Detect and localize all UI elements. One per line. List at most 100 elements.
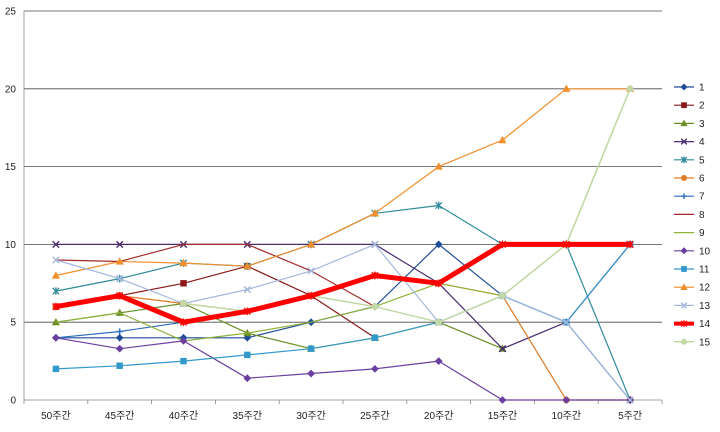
legend-marker-7 — [681, 193, 687, 199]
data-point-12-1 — [115, 257, 124, 265]
legend-label-10: 10 — [699, 246, 711, 257]
legend-label-14: 14 — [699, 319, 711, 330]
data-point-1-1 — [115, 333, 124, 342]
legend-item-10: 10 — [674, 246, 711, 257]
legend-marker-14 — [680, 320, 688, 327]
series-line-4 — [55, 243, 631, 350]
data-point-5-0 — [52, 287, 60, 295]
legend-marker-12 — [680, 283, 688, 290]
x-tick-label-4: 30주간 — [296, 410, 326, 422]
series-line-10 — [55, 337, 631, 401]
legend-label-13: 13 — [699, 301, 711, 312]
legend-label-12: 12 — [699, 283, 711, 294]
data-point-5-6 — [435, 201, 443, 210]
data-point-12-4 — [307, 240, 316, 248]
data-point-14-0 — [52, 302, 60, 311]
x-tick-label-6: 20주간 — [424, 410, 454, 422]
data-point-15-7 — [499, 292, 506, 300]
y-tick-label-25: 25 — [5, 7, 17, 18]
data-point-10-3 — [243, 374, 252, 383]
data-point-4-1 — [116, 240, 124, 249]
data-point-12-5 — [370, 209, 379, 217]
legend-item-7: 7 — [674, 192, 705, 203]
legend-marker-10 — [680, 247, 688, 255]
data-point-13-9 — [626, 396, 634, 404]
data-point-13-8 — [562, 318, 570, 326]
data-point-10-5 — [370, 364, 379, 373]
data-point-14-2 — [179, 318, 188, 327]
legend-label-7: 7 — [699, 192, 705, 203]
legend-label-15: 15 — [699, 337, 711, 348]
series-3 — [51, 299, 507, 352]
legend-marker-11 — [681, 266, 687, 272]
data-point-15-6 — [435, 318, 443, 326]
data-point-11-0 — [52, 365, 60, 373]
data-point-12-8 — [562, 84, 571, 92]
data-point-15-2 — [180, 300, 187, 307]
legend-item-3: 3 — [674, 119, 705, 130]
legend-marker-13 — [680, 302, 688, 309]
data-point-12-7 — [498, 135, 507, 144]
data-point-14-4 — [307, 291, 315, 300]
y-tick-label-15: 15 — [5, 162, 17, 173]
data-point-4-0 — [52, 240, 60, 249]
data-point-10-1 — [115, 344, 124, 353]
legend-label-5: 5 — [699, 155, 705, 166]
y-tick-label-5: 5 — [10, 318, 16, 329]
legend-item-12: 12 — [674, 283, 711, 294]
legend-item-2: 2 — [674, 101, 705, 112]
legend-item-6: 6 — [674, 174, 705, 185]
legend-item-8: 8 — [674, 210, 705, 221]
legend-label-6: 6 — [699, 174, 705, 185]
data-point-13-3 — [243, 285, 251, 294]
data-point-14-1 — [116, 291, 124, 300]
x-tick-label-5: 25주간 — [360, 410, 390, 422]
legend-marker-4 — [680, 138, 688, 145]
legend-marker-15 — [680, 338, 688, 345]
data-point-14-7 — [498, 240, 507, 249]
data-point-12-3 — [243, 261, 252, 270]
data-point-11-4 — [307, 345, 315, 352]
data-point-7-1 — [116, 328, 123, 335]
x-tick-label-1: 45주간 — [105, 410, 135, 422]
legend-item-13: 13 — [674, 301, 711, 312]
data-point-2-2 — [180, 280, 187, 287]
series-line-13 — [55, 243, 631, 401]
x-tick-label-9: 5주간 — [618, 410, 642, 422]
data-point-11-3 — [244, 351, 251, 359]
series-12 — [51, 84, 635, 279]
legend-marker-6 — [680, 174, 688, 182]
data-point-13-0 — [52, 256, 60, 264]
legend-marker-1 — [680, 83, 688, 91]
y-tick-label-20: 20 — [5, 84, 17, 95]
data-point-10-8 — [562, 396, 571, 404]
legend-label-8: 8 — [699, 210, 705, 221]
legend-item-5: 5 — [674, 155, 705, 166]
data-point-14-9 — [626, 240, 634, 249]
data-point-15-9 — [626, 85, 634, 93]
legend-label-11: 11 — [699, 265, 710, 276]
legend-item-15: 15 — [674, 337, 711, 348]
data-point-1-3 — [243, 333, 252, 342]
data-point-14-6 — [435, 279, 443, 288]
legend-item-4: 4 — [674, 137, 705, 148]
series-2 — [52, 262, 379, 341]
series-line-2 — [55, 265, 376, 339]
legend-label-4: 4 — [699, 137, 705, 148]
legend-label-3: 3 — [699, 119, 705, 130]
legend-item-9: 9 — [674, 228, 705, 239]
y-tick-label-10: 10 — [5, 240, 17, 251]
y-tick-label-0: 0 — [10, 396, 16, 407]
data-point-14-8 — [562, 240, 570, 249]
series-line-8 — [55, 243, 376, 308]
data-point-13-1 — [116, 274, 124, 283]
x-tick-label-0: 50주간 — [41, 410, 71, 422]
data-point-10-6 — [434, 357, 443, 366]
data-point-11-1 — [116, 362, 123, 369]
legend-label-9: 9 — [699, 228, 705, 239]
data-point-15-5 — [371, 303, 379, 311]
legend-label-1: 1 — [699, 83, 705, 94]
x-tick-label-7: 15주간 — [488, 410, 518, 422]
data-point-4-7 — [498, 344, 507, 353]
